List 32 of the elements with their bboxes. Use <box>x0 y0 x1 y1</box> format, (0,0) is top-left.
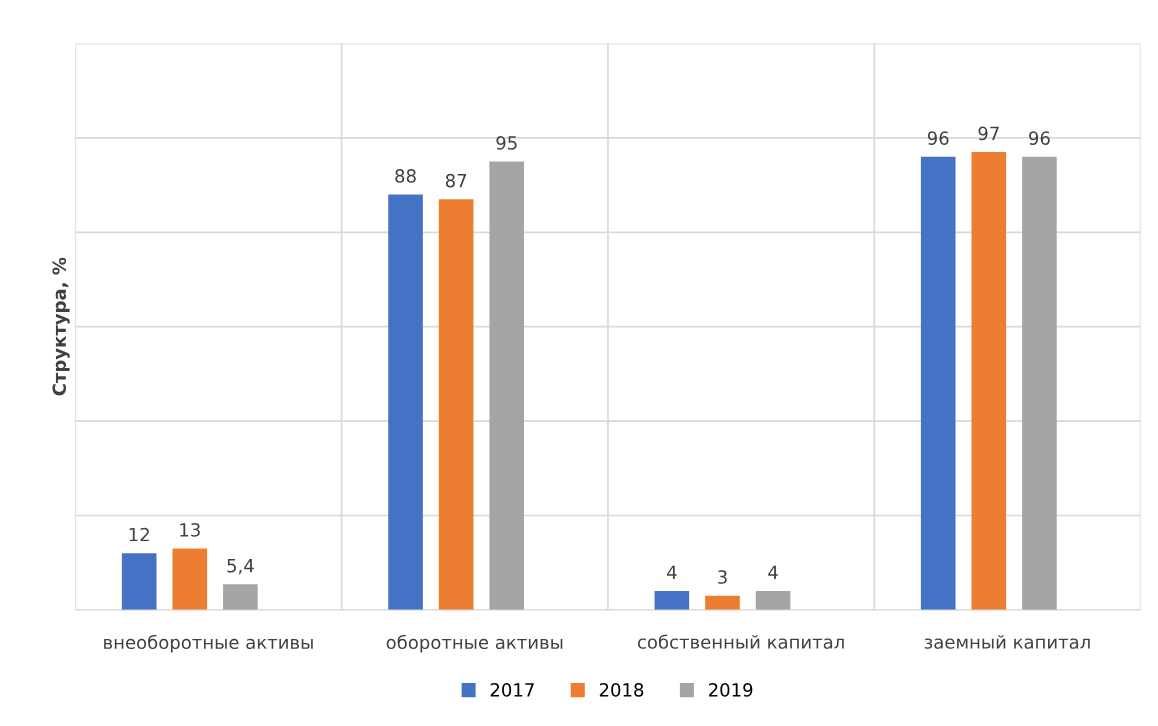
bar <box>654 590 690 610</box>
x-tick-label: заемный капитал <box>924 634 1090 649</box>
bar <box>223 584 258 610</box>
x-tick-label: оборотные активы <box>386 634 563 653</box>
legend-label: 2017 <box>490 683 534 697</box>
data-label: 95 <box>496 136 517 150</box>
data-label: 87 <box>445 173 467 188</box>
bar <box>920 156 956 610</box>
data-label: 5,4 <box>227 559 254 575</box>
legend-label: 2019 <box>708 683 753 697</box>
y-axis-title: Структура, % <box>52 257 70 396</box>
bar <box>388 194 423 610</box>
bar <box>172 548 208 610</box>
data-label: 96 <box>927 131 949 145</box>
data-label: 97 <box>978 126 999 141</box>
bar <box>438 199 474 610</box>
bar <box>755 590 791 610</box>
bar <box>971 152 1007 610</box>
legend-label: 2018 <box>599 683 644 697</box>
data-label: 4 <box>667 565 677 579</box>
data-label: 4 <box>768 565 778 579</box>
bar <box>1022 156 1057 610</box>
data-label: 13 <box>180 523 200 537</box>
x-tick-label: внеоборотные активы <box>104 634 313 653</box>
bar <box>705 595 740 610</box>
x-tick-label: собственный капитал <box>637 634 844 649</box>
data-label: 12 <box>129 527 149 542</box>
data-label: 3 <box>718 570 727 584</box>
data-label: 96 <box>1029 131 1050 145</box>
bar <box>489 161 525 610</box>
bar <box>121 553 157 610</box>
data-label: 88 <box>395 169 416 183</box>
